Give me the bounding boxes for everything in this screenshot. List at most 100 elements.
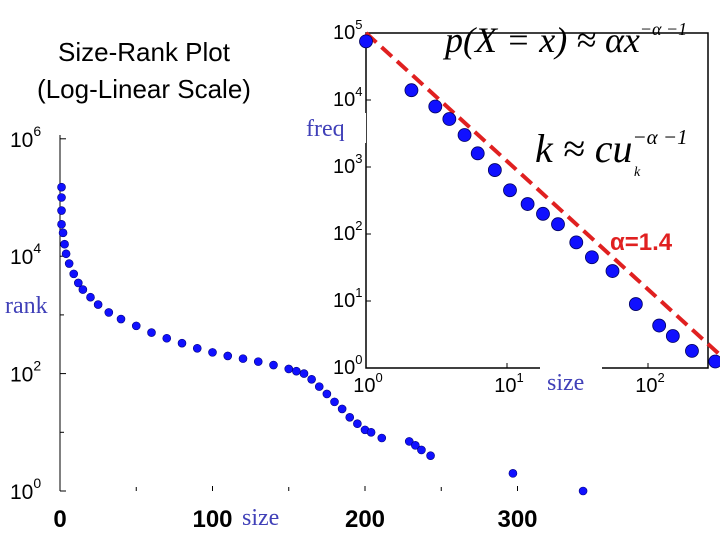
size-rank-point	[57, 206, 66, 215]
size-rank-point	[411, 441, 420, 450]
size-rank-point	[57, 219, 66, 229]
freq-point	[457, 128, 472, 142]
size-rank-point	[330, 397, 339, 407]
size-rank-x-axis-label: size	[242, 505, 279, 531]
size-rank-x-tick-label: 100	[192, 506, 232, 533]
freq-point	[652, 318, 667, 333]
freq-points	[359, 34, 720, 369]
freq-point	[536, 206, 550, 221]
size-label-bg	[540, 366, 602, 398]
size-rank-point	[162, 333, 172, 343]
size-rank-point	[253, 357, 263, 366]
size-rank-point	[93, 300, 103, 309]
freq-point	[665, 329, 680, 343]
size-rank-x-tick-label: 300	[497, 506, 537, 533]
size-rank-title-line1: Size-Rank Plot	[58, 37, 231, 67]
size-rank-point	[61, 249, 71, 259]
size-rank-x-tick-label: 0	[53, 506, 66, 533]
size-rank-point	[269, 360, 278, 370]
size-rank-point	[74, 278, 83, 288]
size-rank-point	[147, 328, 156, 337]
size-rank-point	[314, 382, 324, 391]
size-rank-point	[299, 369, 309, 378]
size-rank-point	[417, 445, 426, 455]
freq-point	[628, 297, 643, 311]
freq-point	[359, 34, 373, 49]
freq-x-tick-label: 100	[353, 370, 382, 397]
size-rank-point	[366, 427, 376, 437]
freq-y-tick-label: 105	[333, 17, 362, 44]
size-rank-point	[78, 285, 88, 294]
formula-rank-frequency: k ≈ cu−α −1	[535, 125, 688, 171]
freq-point	[685, 343, 699, 358]
size-frequency-chart: 100 101 102 103 104 105 100 101 102 freq size p…	[300, 17, 720, 398]
freq-point	[404, 83, 419, 98]
size-rank-point	[345, 413, 355, 422]
size-rank-y-tick-label: 104	[10, 240, 41, 269]
freq-point	[487, 163, 502, 177]
freq-axis-label: freq	[306, 116, 345, 142]
size-rank-point	[57, 182, 66, 192]
rank-label-bg	[2, 292, 58, 318]
freq-y-tick-label: 101	[333, 285, 362, 312]
size-rank-point	[508, 469, 518, 478]
size-rank-y-tick-label: 102	[10, 358, 41, 387]
freq-plot-area	[365, 32, 709, 369]
freq-x-ticks: 100 101 102	[353, 363, 665, 397]
freq-x-axis-label: size	[547, 370, 584, 396]
freq-point	[708, 354, 720, 369]
size-rank-point	[192, 343, 202, 353]
freq-point	[569, 235, 584, 250]
size-rank-point	[86, 292, 95, 302]
freq-point	[584, 250, 599, 265]
size-rank-point	[116, 314, 126, 324]
freq-y-tick-label: 102	[333, 218, 362, 245]
size-rank-point	[377, 433, 387, 443]
size-rank-point	[238, 354, 248, 363]
size-rank-point	[208, 348, 217, 357]
alpha-annotation: α=1.4	[610, 229, 673, 256]
size-rank-point	[426, 451, 435, 460]
size-rank-y-ticks: 100 102 104 106	[10, 123, 66, 504]
freq-point	[605, 264, 620, 278]
size-rank-y-tick-label: 100	[10, 475, 41, 504]
freq-y-tick-label: 104	[333, 84, 362, 111]
freq-x-tick-label: 101	[494, 370, 523, 397]
formula-rank-subscript: k	[634, 165, 641, 180]
freq-point	[442, 112, 457, 126]
freq-y-ticks: 100 101 102 103 104 105	[333, 17, 371, 379]
formula-probability: p(X = x) ≈ αx−α −1	[442, 19, 687, 60]
freq-point	[470, 146, 485, 161]
size-rank-point	[307, 374, 316, 384]
size-rank-point	[58, 228, 68, 238]
size-rank-points	[57, 182, 588, 496]
size-rank-point	[177, 338, 187, 348]
size-rank-title-line2: (Log-Linear Scale)	[37, 74, 251, 104]
freq-point	[551, 217, 565, 232]
size-rank-point	[292, 366, 301, 376]
freq-point	[503, 183, 517, 198]
size-rank-x-ticks: 0 100 200 300	[53, 486, 538, 533]
size-rank-point	[353, 419, 362, 429]
size-rank-point	[578, 486, 588, 496]
freq-point	[428, 99, 443, 114]
size-rank-point	[284, 364, 294, 374]
size-rank-y-tick-label: 106	[10, 123, 41, 152]
size-rank-point	[337, 404, 347, 414]
size-rank-point	[60, 239, 69, 249]
size-rank-point	[69, 269, 79, 279]
size-rank-point	[322, 389, 332, 399]
size-rank-point	[404, 437, 414, 446]
size-rank-point	[223, 351, 233, 361]
rank-axis-label: rank	[5, 293, 48, 319]
freq-x-tick-label: 102	[635, 370, 664, 397]
size-rank-point	[104, 308, 114, 317]
size-rank-chart: Size-Rank Plot (Log-Linear Scale) 100 102…	[2, 37, 588, 533]
size-rank-point	[64, 259, 74, 268]
size-rank-point	[131, 321, 141, 331]
size-rank-point	[57, 193, 66, 202]
freq-label-bg	[300, 113, 366, 143]
freq-y-tick-label: 100	[333, 352, 362, 379]
freq-point	[520, 197, 535, 211]
